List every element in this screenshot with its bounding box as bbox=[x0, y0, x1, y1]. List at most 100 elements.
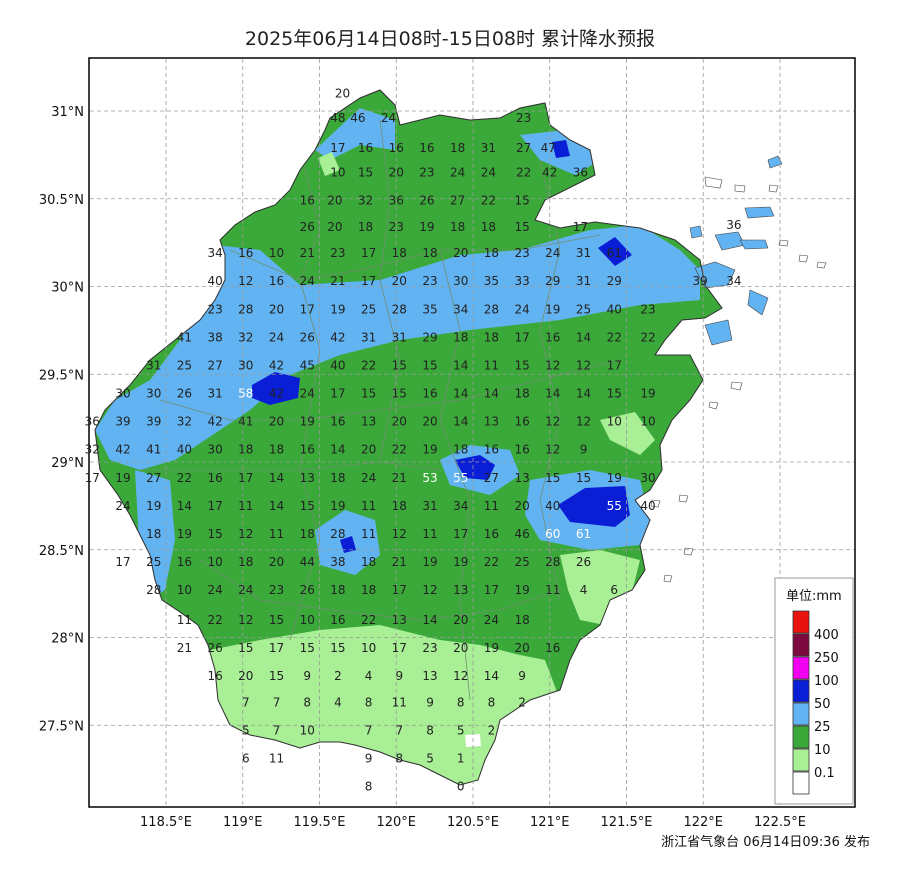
station-value: 17 bbox=[484, 583, 499, 597]
station-value: 20 bbox=[269, 415, 284, 429]
station-value: 8 bbox=[457, 695, 465, 709]
station-value: 12 bbox=[238, 527, 253, 541]
station-value: 14 bbox=[330, 443, 345, 457]
station-value: 12 bbox=[392, 527, 407, 541]
station-value: 14 bbox=[484, 669, 499, 683]
station-value: 17 bbox=[607, 358, 622, 372]
station-value: 0 bbox=[457, 780, 465, 794]
station-value: 42 bbox=[115, 443, 130, 457]
station-value: 18 bbox=[514, 613, 529, 627]
station-value: 24 bbox=[300, 274, 315, 288]
lat-tick-label: 28°N bbox=[51, 632, 84, 647]
station-value: 25 bbox=[177, 358, 192, 372]
station-value: 16 bbox=[545, 330, 560, 344]
station-value: 23 bbox=[330, 246, 345, 260]
station-value: 22 bbox=[361, 358, 376, 372]
station-value: 15 bbox=[576, 471, 591, 485]
station-value: 19 bbox=[640, 387, 655, 401]
lon-tick-label: 122.5°E bbox=[754, 815, 806, 830]
station-value: 29 bbox=[545, 274, 560, 288]
station-value: 17 bbox=[330, 141, 345, 155]
station-value: 19 bbox=[422, 443, 437, 457]
station-value: 16 bbox=[177, 555, 192, 569]
station-value: 13 bbox=[453, 583, 468, 597]
station-value: 16 bbox=[238, 246, 253, 260]
station-value: 20 bbox=[392, 415, 407, 429]
station-value: 13 bbox=[422, 669, 437, 683]
station-value: 15 bbox=[514, 358, 529, 372]
station-value: 25 bbox=[576, 302, 591, 316]
station-value: 11 bbox=[484, 358, 499, 372]
station-value: 19 bbox=[514, 583, 529, 597]
station-value: 23 bbox=[419, 165, 434, 179]
station-value: 5 bbox=[242, 724, 250, 738]
station-value: 31 bbox=[146, 358, 161, 372]
station-value: 18 bbox=[484, 246, 499, 260]
station-value: 39 bbox=[146, 415, 161, 429]
station-value: 4 bbox=[334, 695, 342, 709]
legend-label: 0.1 bbox=[814, 766, 835, 781]
station-value: 16 bbox=[514, 443, 529, 457]
axis-tick-labels: 118.5°E 119°E 119.5°E 120°E 120.5°E 121°E 121.… bbox=[39, 105, 806, 830]
station-value: 61 bbox=[607, 246, 622, 260]
station-value: 14 bbox=[453, 358, 468, 372]
station-value: 1 bbox=[457, 752, 465, 766]
station-value: 40 bbox=[207, 274, 222, 288]
station-value: 18 bbox=[453, 330, 468, 344]
station-value: 35 bbox=[422, 302, 437, 316]
station-value: 17 bbox=[361, 274, 376, 288]
station-value: 20 bbox=[327, 194, 342, 208]
station-value: 15 bbox=[392, 387, 407, 401]
station-value: 40 bbox=[177, 443, 192, 457]
station-value: 17 bbox=[269, 641, 284, 655]
station-value: 18 bbox=[238, 555, 253, 569]
station-value: 28 bbox=[392, 302, 407, 316]
station-value: 19 bbox=[300, 415, 315, 429]
zone-50mm-1 bbox=[252, 372, 300, 405]
station-value: 14 bbox=[545, 387, 560, 401]
station-value: 40 bbox=[607, 302, 622, 316]
station-value: 12 bbox=[545, 443, 560, 457]
station-value: 18 bbox=[450, 141, 465, 155]
station-value: 16 bbox=[300, 443, 315, 457]
station-value: 21 bbox=[392, 471, 407, 485]
legend-label: 100 bbox=[814, 674, 839, 689]
legend-label: 10 bbox=[814, 743, 831, 758]
station-value: 16 bbox=[358, 141, 373, 155]
map-title: 2025年06月14日08时-15日08时 累计降水预报 bbox=[244, 28, 656, 50]
station-value: 24 bbox=[269, 330, 284, 344]
station-value: 18 bbox=[300, 527, 315, 541]
station-value: 55 bbox=[607, 499, 622, 513]
station-value: 23 bbox=[207, 302, 222, 316]
station-value: 24 bbox=[514, 302, 529, 316]
station-value: 4 bbox=[580, 583, 588, 597]
station-value: 27 bbox=[146, 471, 161, 485]
station-value: 47 bbox=[541, 141, 556, 155]
station-value: 31 bbox=[576, 246, 591, 260]
station-value: 22 bbox=[484, 555, 499, 569]
station-value: 11 bbox=[361, 499, 376, 513]
station-value: 8 bbox=[303, 695, 311, 709]
station-value: 19 bbox=[545, 302, 560, 316]
station-value: 2 bbox=[334, 669, 342, 683]
station-value: 55 bbox=[453, 471, 468, 485]
station-value: 14 bbox=[269, 471, 284, 485]
station-value: 24 bbox=[545, 246, 560, 260]
station-value: 24 bbox=[484, 613, 499, 627]
legend-label: 25 bbox=[814, 720, 831, 735]
zone-50mm-6 bbox=[552, 140, 570, 158]
footer-publish-info: 浙江省气象台 06月14日09:36 发布 bbox=[661, 835, 870, 850]
station-value: 7 bbox=[273, 695, 281, 709]
station-value: 23 bbox=[269, 583, 284, 597]
station-value: 15 bbox=[392, 358, 407, 372]
station-value: 2 bbox=[518, 695, 526, 709]
station-value: 15 bbox=[422, 358, 437, 372]
station-value: 7 bbox=[395, 724, 403, 738]
station-value: 9 bbox=[395, 669, 403, 683]
station-value: 22 bbox=[207, 613, 222, 627]
station-value: 30 bbox=[640, 471, 655, 485]
station-value: 12 bbox=[238, 613, 253, 627]
station-value: 34 bbox=[453, 499, 468, 513]
station-value: 16 bbox=[207, 669, 222, 683]
station-value: 23 bbox=[422, 641, 437, 655]
